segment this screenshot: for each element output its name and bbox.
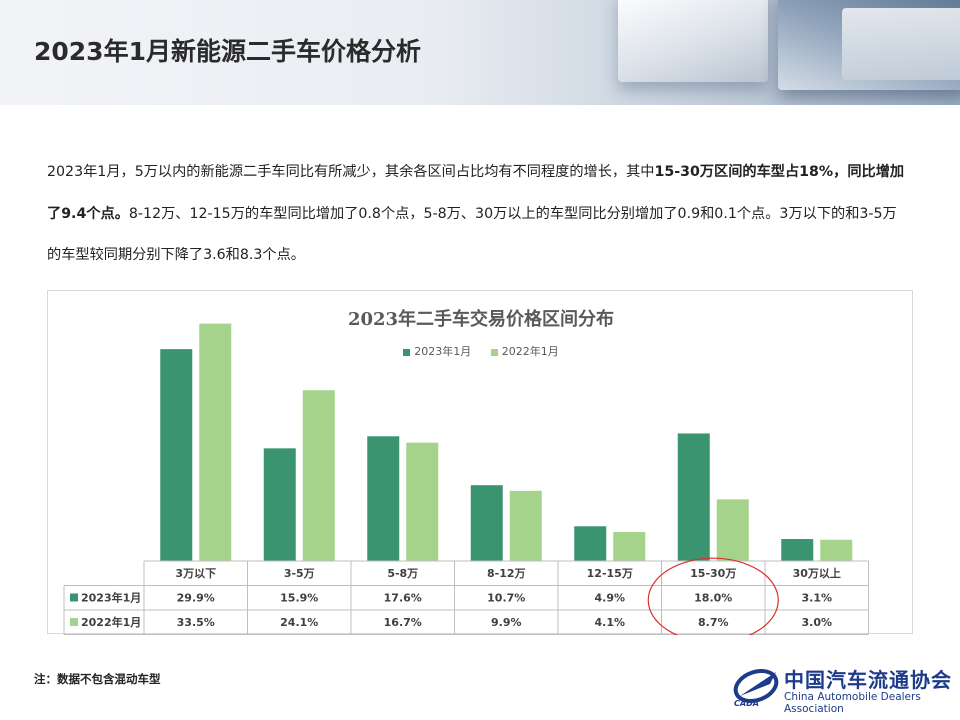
bar-2023 xyxy=(574,526,607,561)
bar-2022 xyxy=(302,390,335,561)
chart-legend: 2023年1月 2022年1月 xyxy=(48,343,914,359)
category-label: 15-30万 xyxy=(690,567,736,580)
association-logo: CADA 中国汽车流通协会 China Automobile Dealers A… xyxy=(732,658,957,716)
chart-container: 2023年二手车交易价格区间分布 2023年1月 2022年1月 3万以下 3-5… xyxy=(47,290,914,635)
chart-title: 2023年二手车交易价格区间分布 xyxy=(347,309,615,330)
bar-2023 xyxy=(263,448,296,561)
bar-2023 xyxy=(160,349,193,561)
bar-2022 xyxy=(613,531,646,561)
data-label: 3.0% xyxy=(801,616,832,629)
decorative-cube xyxy=(618,0,768,82)
category-label: 8-12万 xyxy=(487,567,526,580)
data-label: 17.6% xyxy=(384,592,422,605)
bar-2023 xyxy=(470,485,503,561)
bar-2022 xyxy=(716,499,749,561)
bar-2022 xyxy=(199,323,232,561)
data-label: 4.9% xyxy=(594,592,625,605)
data-label: 15.9% xyxy=(280,592,318,605)
legend-item-2023: 2023年1月 xyxy=(403,343,471,359)
page-title: 2023年1月新能源二手车价格分析 xyxy=(34,37,421,66)
decorative-cube xyxy=(842,8,960,80)
data-label: 33.5% xyxy=(177,616,215,629)
data-label: 18.0% xyxy=(694,592,732,605)
data-label: 29.9% xyxy=(177,592,215,605)
bar-2022 xyxy=(509,490,542,561)
bar-2023 xyxy=(677,433,710,561)
bar-2023 xyxy=(781,539,814,561)
analysis-highlight: 15-30万区间的车型占18%，同比增加了9.4个点。 xyxy=(47,164,905,222)
highlight-ellipse xyxy=(647,557,779,635)
category-label: 30万以上 xyxy=(793,566,841,580)
series-row-label: 2023年1月 xyxy=(81,591,141,605)
data-label: 16.7% xyxy=(384,616,422,629)
bar-chart-plot: 3万以下 3-5万 5-8万 8-12万 12-15万 15-30万 30万以上 2023年1… xyxy=(63,323,869,635)
legend-key xyxy=(70,618,78,626)
data-label: 10.7% xyxy=(487,592,525,605)
logo-abbr: CADA xyxy=(734,699,759,708)
cada-emblem-icon xyxy=(733,669,779,703)
legend-key xyxy=(70,593,78,602)
footnote: 注：数据不包含混动车型 xyxy=(34,672,161,686)
legend-label: 2023年1月 xyxy=(414,345,472,358)
analysis-paragraph: 2023年1月，5万以内的新能源二手车同比有所减少，其余各区间占比均有不同程度的… xyxy=(47,152,907,277)
legend-label: 2022年1月 xyxy=(501,345,559,358)
bar-2023 xyxy=(367,436,400,561)
category-label: 3-5万 xyxy=(284,567,315,580)
logo-english: China Automobile Dealers Association xyxy=(784,691,921,715)
category-label: 5-8万 xyxy=(387,567,418,580)
legend-swatch xyxy=(403,348,411,356)
data-label: 24.1% xyxy=(280,616,318,629)
bar-2022 xyxy=(820,539,853,561)
legend-item-2022: 2022年1月 xyxy=(490,343,559,359)
logo-name: 中国汽车流通协会 xyxy=(784,668,952,692)
legend-swatch xyxy=(490,348,498,356)
bar-2022 xyxy=(406,442,439,561)
data-label: 8.7% xyxy=(698,616,729,629)
analysis-text-1: 2023年1月，5万以内的新能源二手车同比有所减少，其余各区间占比均有不同程度的… xyxy=(47,164,655,180)
analysis-text-2: 8-12万、12-15万的车型同比增加了0.8个点，5-8万、30万以上的车型同… xyxy=(47,205,897,264)
category-label: 12-15万 xyxy=(587,567,633,580)
data-label: 3.1% xyxy=(801,592,832,605)
category-label: 3万以下 xyxy=(175,567,216,580)
series-row-label: 2022年1月 xyxy=(81,615,141,629)
header-banner: 2023年1月新能源二手车价格分析 xyxy=(0,0,960,105)
data-label: 9.9% xyxy=(491,616,522,629)
data-label: 4.1% xyxy=(594,616,625,629)
